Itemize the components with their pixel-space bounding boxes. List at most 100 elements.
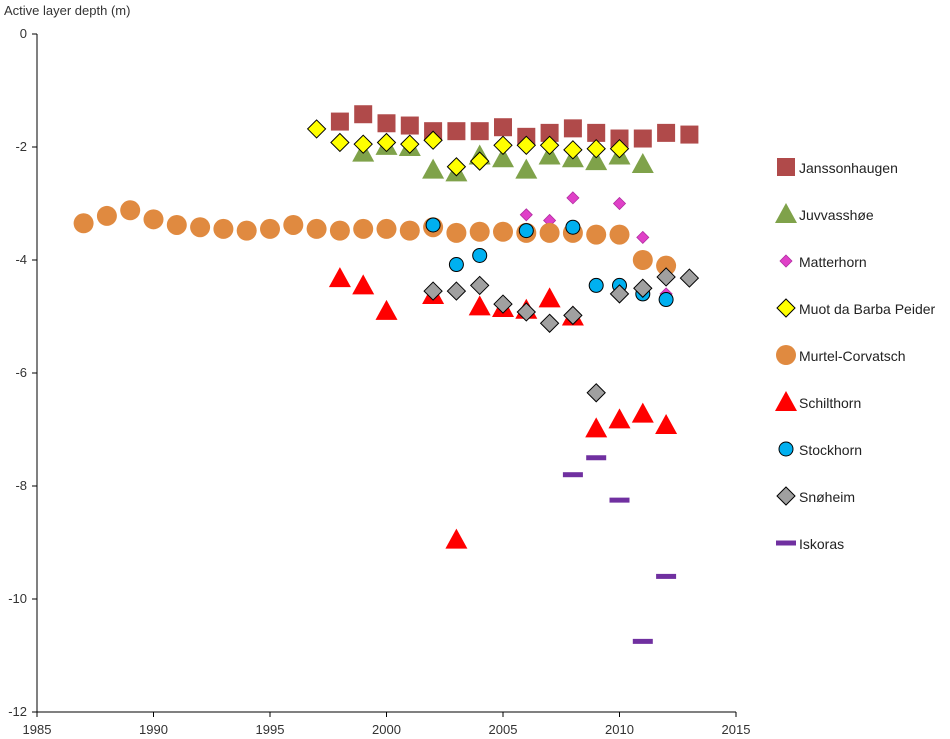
legend-marker bbox=[775, 203, 797, 223]
data-point bbox=[470, 122, 489, 141]
data-point bbox=[469, 275, 490, 296]
data-point bbox=[679, 268, 700, 288]
data-point bbox=[469, 151, 490, 171]
data-point bbox=[657, 123, 676, 142]
data-point bbox=[539, 222, 560, 243]
data-point bbox=[423, 130, 443, 150]
data-point bbox=[565, 219, 581, 235]
y-tick-label: -6 bbox=[15, 365, 27, 380]
data-point bbox=[353, 218, 374, 239]
legend-marker bbox=[776, 486, 796, 506]
y-tick-label: -4 bbox=[15, 252, 27, 267]
data-point bbox=[492, 147, 514, 168]
data-point bbox=[585, 150, 608, 171]
data-point bbox=[632, 638, 653, 644]
y-tick-label: 0 bbox=[20, 26, 27, 41]
data-point bbox=[588, 277, 604, 293]
series-iskoras bbox=[562, 455, 677, 644]
legend-label: Janssonhaugen bbox=[799, 160, 898, 176]
y-axis-title: Active layer depth (m) bbox=[4, 3, 130, 18]
data-point bbox=[96, 205, 117, 226]
data-point bbox=[330, 112, 349, 131]
legend-marker bbox=[776, 298, 796, 318]
data-point bbox=[586, 383, 606, 403]
data-point bbox=[468, 295, 491, 316]
legend-item: Schilthorn bbox=[775, 391, 861, 411]
series-muot-da-barba-peider bbox=[306, 119, 630, 177]
data-points bbox=[73, 105, 700, 644]
legend: Janssonhaugen Juvvasshøe Matterhorn Muot da… bbox=[775, 158, 936, 552]
data-point bbox=[518, 223, 534, 239]
legend-item: Stockhorn bbox=[778, 441, 862, 458]
data-point bbox=[353, 134, 373, 154]
data-point bbox=[656, 255, 677, 276]
data-point bbox=[609, 138, 630, 159]
legend-marker bbox=[777, 158, 795, 176]
data-point bbox=[422, 158, 445, 179]
data-point bbox=[469, 221, 490, 242]
legend-marker bbox=[776, 345, 796, 365]
axes: 0 -2 -4 -6 -8 -10 -12 1985 1990 1995 2000 2005 2010 2… bbox=[8, 26, 750, 737]
data-point bbox=[260, 218, 280, 239]
legend-item: Matterhorn bbox=[779, 254, 867, 270]
legend-label: Murtel-Corvatsch bbox=[799, 348, 906, 364]
data-point bbox=[446, 281, 467, 301]
data-point bbox=[540, 123, 559, 142]
data-point bbox=[352, 274, 375, 295]
legend-item: Iskoras bbox=[776, 536, 844, 552]
data-point bbox=[375, 299, 398, 320]
data-point bbox=[494, 118, 512, 137]
data-point bbox=[612, 196, 627, 211]
data-point bbox=[587, 123, 606, 142]
data-point bbox=[400, 134, 420, 154]
data-point bbox=[586, 138, 606, 159]
data-point bbox=[377, 114, 396, 133]
legend-label: Matterhorn bbox=[799, 254, 867, 270]
data-point bbox=[190, 217, 211, 238]
data-point bbox=[608, 408, 631, 429]
data-point bbox=[586, 224, 607, 245]
x-tick-label: 2000 bbox=[372, 722, 401, 737]
data-point bbox=[632, 250, 653, 270]
data-point bbox=[376, 132, 397, 153]
data-point bbox=[610, 129, 629, 148]
data-point bbox=[306, 119, 327, 139]
data-point bbox=[516, 302, 537, 322]
data-point bbox=[636, 230, 650, 244]
legend-item: Janssonhaugen bbox=[777, 158, 898, 176]
x-tick-label: 1985 bbox=[23, 722, 52, 737]
data-point bbox=[658, 292, 674, 308]
y-tick-label: -12 bbox=[8, 704, 27, 719]
legend-marker bbox=[779, 254, 793, 268]
y-tick-label: -10 bbox=[8, 591, 27, 606]
data-point bbox=[538, 287, 561, 308]
data-point bbox=[283, 214, 304, 235]
legend-label: Snøheim bbox=[799, 489, 855, 505]
data-point bbox=[447, 122, 466, 141]
data-point bbox=[236, 220, 257, 241]
data-point bbox=[633, 129, 652, 148]
data-point bbox=[73, 213, 94, 234]
data-point bbox=[330, 132, 350, 153]
data-point bbox=[656, 573, 677, 579]
data-point bbox=[519, 208, 533, 222]
x-tick-label: 1995 bbox=[256, 722, 285, 737]
legend-marker bbox=[776, 540, 796, 546]
data-point bbox=[448, 257, 464, 273]
data-point bbox=[515, 158, 538, 179]
data-point bbox=[423, 281, 443, 301]
data-point bbox=[472, 247, 488, 263]
data-point bbox=[328, 267, 351, 288]
data-point bbox=[563, 140, 583, 160]
data-point bbox=[655, 413, 678, 434]
data-point bbox=[563, 119, 582, 138]
data-point bbox=[376, 218, 397, 239]
x-tick-label: 2015 bbox=[722, 722, 751, 737]
data-point bbox=[445, 528, 468, 549]
data-point bbox=[631, 402, 654, 423]
data-point bbox=[680, 125, 699, 144]
legend-item: Snøheim bbox=[776, 486, 855, 506]
data-point bbox=[306, 218, 327, 239]
y-tick-label: -2 bbox=[15, 139, 27, 154]
